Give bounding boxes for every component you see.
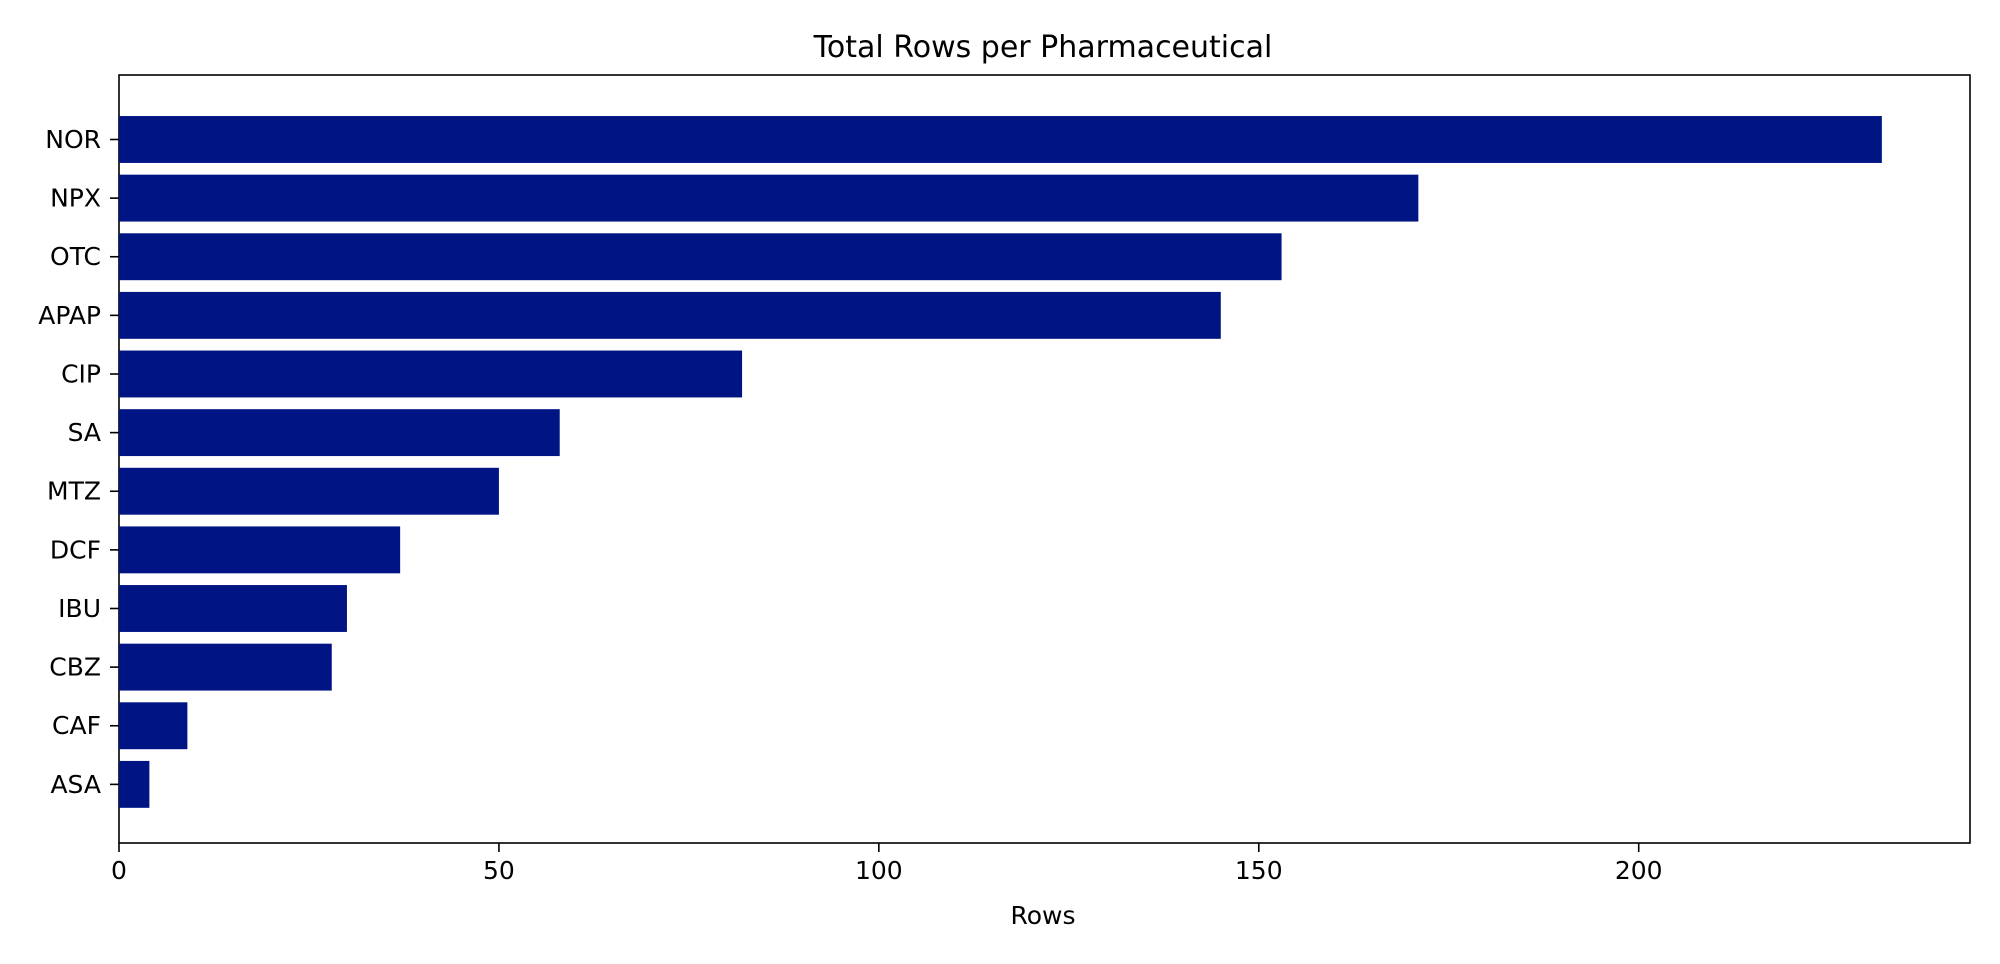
bar-npx [119, 174, 1419, 222]
y-tick-label: DCF [50, 535, 101, 564]
plot-area [118, 74, 1971, 844]
y-tick-label: MTZ [47, 477, 101, 506]
bar-nor [119, 116, 1882, 163]
bar-caf [119, 702, 188, 750]
x-tick-label: 150 [1235, 856, 1283, 885]
y-axis-ticks: NOR NPX OTC APAP CIP SA MTZ DCF IBU CBZ CAF ASA [38, 125, 119, 799]
y-tick-label: ASA [50, 770, 101, 799]
chart-title: Total Rows per Pharmaceutical [813, 30, 1273, 65]
bars [119, 116, 1882, 808]
bar-dcf [119, 526, 401, 574]
bar-apap [119, 291, 1221, 339]
x-tick-label: 200 [1615, 856, 1663, 885]
bar-asa [119, 760, 150, 808]
y-tick-label: NPX [50, 184, 101, 213]
y-tick-label: APAP [38, 301, 101, 330]
y-tick-label: IBU [58, 594, 101, 623]
x-tick-label: 100 [855, 856, 903, 885]
x-axis-ticks: 0 50 100 150 200 [111, 843, 1663, 885]
bar-mtz [119, 467, 499, 515]
y-tick-label: CAF [52, 711, 101, 740]
bar-otc [119, 233, 1282, 281]
bar-ibu [119, 585, 347, 632]
bar-cbz [119, 643, 332, 691]
y-tick-label: CBZ [49, 653, 101, 682]
y-tick-label: CIP [61, 359, 101, 388]
x-tick-label: 50 [483, 856, 515, 885]
bar-sa [119, 409, 560, 457]
y-tick-label: NOR [45, 125, 101, 154]
y-tick-label: OTC [50, 242, 101, 271]
x-tick-label: 0 [111, 856, 127, 885]
bar-cip [119, 350, 743, 398]
x-axis-title: Rows [1010, 901, 1075, 930]
y-tick-label: SA [68, 418, 101, 447]
